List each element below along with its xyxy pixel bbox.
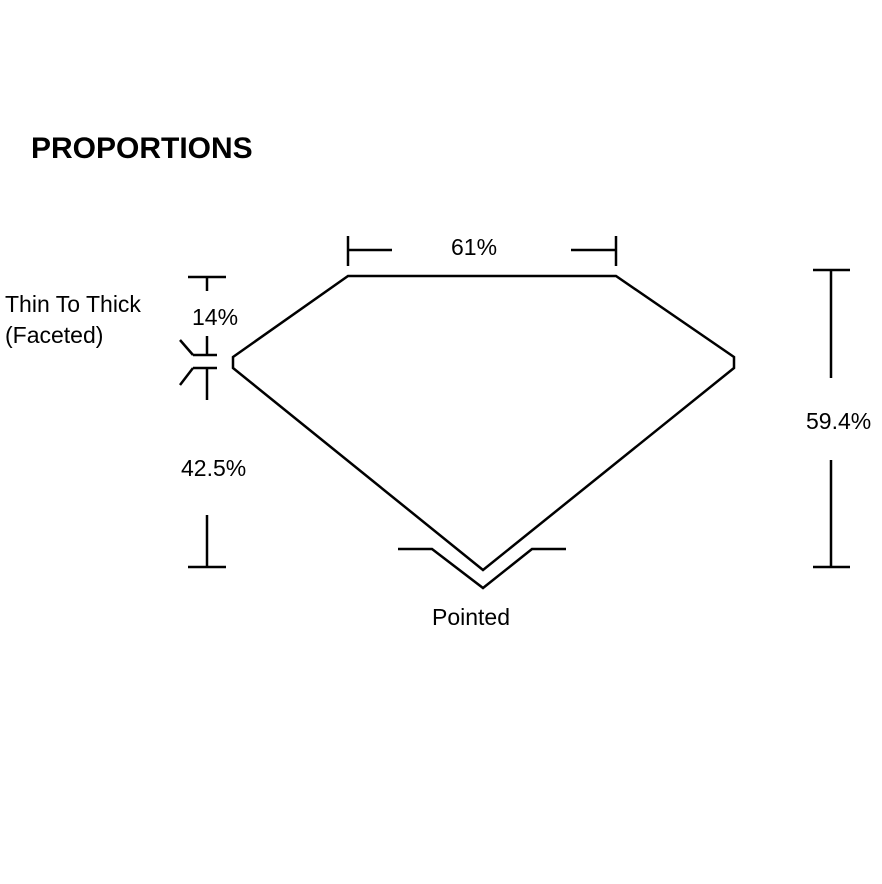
table-dimension xyxy=(346,236,618,266)
crown-percent-label: 14% xyxy=(192,304,239,330)
depth-dimension xyxy=(813,268,850,569)
depth-percent-label: 59.4% xyxy=(806,408,872,434)
girdle-label-line1: Thin To Thick xyxy=(5,291,141,317)
diamond-outline xyxy=(231,274,736,572)
page-title: PROPORTIONS xyxy=(31,132,253,165)
girdle-marker xyxy=(179,339,217,386)
girdle-label-line2: (Faceted) xyxy=(5,322,104,348)
crown-dimension xyxy=(188,275,226,355)
table-percent-label: 61% xyxy=(451,234,498,260)
pavilion-dimension xyxy=(188,368,226,569)
culet-marker xyxy=(398,547,566,590)
pavilion-percent-label: 42.5% xyxy=(181,455,247,481)
culet-label: Pointed xyxy=(432,604,511,630)
